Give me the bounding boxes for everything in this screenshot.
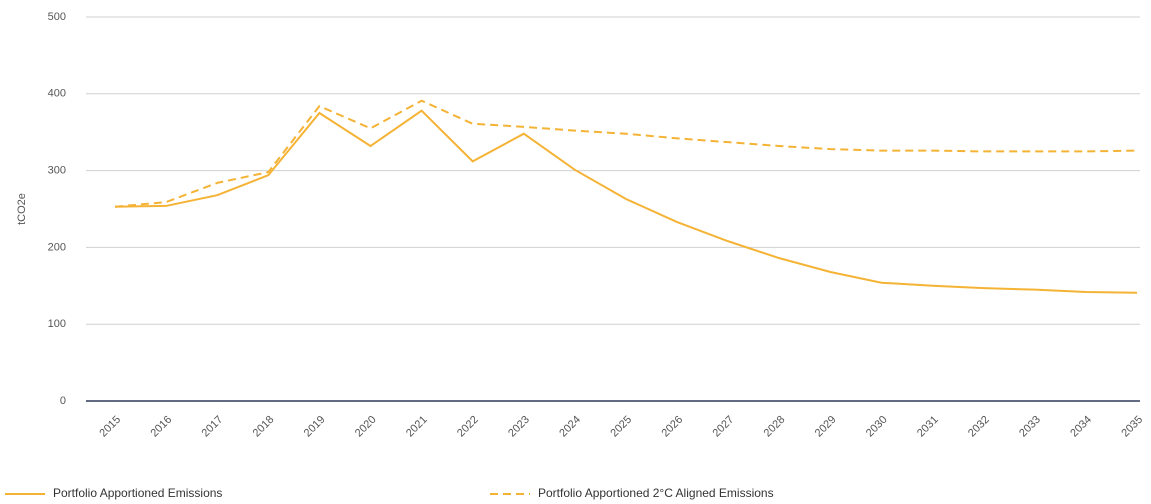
x-tick-label: 2015 — [97, 414, 123, 440]
y-axis-label: tCO2e — [16, 193, 28, 225]
x-tick-label: 2018 — [251, 414, 277, 440]
x-tick-label: 2031 — [915, 414, 941, 440]
x-tick-label: 2028 — [762, 414, 788, 440]
x-tick-label: 2016 — [148, 414, 174, 440]
y-tick-label: 200 — [48, 241, 66, 253]
y-tick-label: 0 — [60, 395, 66, 407]
x-tick-label: 2020 — [353, 414, 379, 440]
x-tick-label: 2034 — [1068, 414, 1094, 440]
y-tick-label: 500 — [48, 11, 66, 23]
legend-label: Portfolio Apportioned Emissions — [53, 486, 222, 500]
x-tick-label: 2021 — [404, 414, 430, 440]
x-tick-label: 2033 — [1017, 414, 1043, 440]
x-tick-label: 2035 — [1119, 414, 1145, 440]
x-tick-label: 2019 — [302, 414, 328, 440]
x-tick-label: 2017 — [200, 414, 226, 440]
y-tick-label: 100 — [48, 318, 66, 330]
x-tick-label: 2029 — [813, 414, 839, 440]
legend-label: Portfolio Apportioned 2°C Aligned Emissi… — [538, 486, 774, 500]
y-tick-label: 400 — [48, 88, 66, 100]
x-tick-label: 2032 — [966, 414, 992, 440]
x-tick-label: 2024 — [557, 414, 583, 440]
x-tick-label: 2027 — [711, 414, 737, 440]
y-tick-label: 300 — [48, 165, 66, 177]
x-tick-label: 2022 — [455, 414, 481, 440]
line-series — [114, 109, 1138, 294]
x-tick-label: 2026 — [659, 414, 685, 440]
x-tick-label: 2023 — [506, 414, 532, 440]
line-series — [114, 99, 1138, 208]
x-tick-label: 2030 — [864, 414, 890, 440]
x-tick-label: 2025 — [608, 414, 634, 440]
